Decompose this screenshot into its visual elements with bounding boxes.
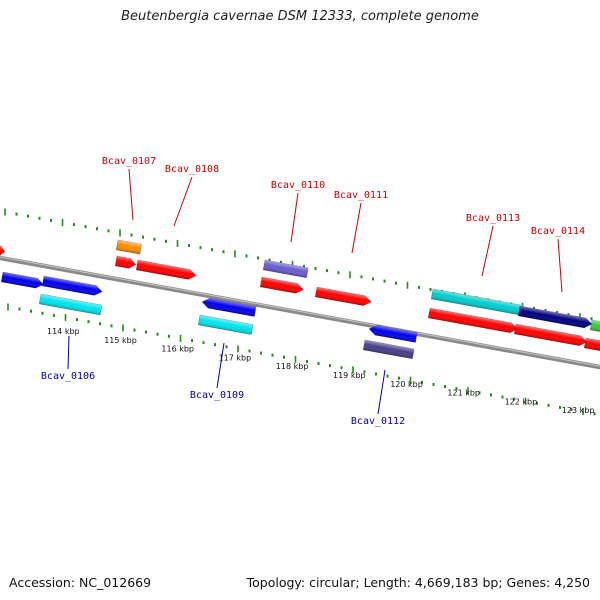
gene-feature <box>41 275 103 296</box>
scale-label: 117 kbp <box>219 353 252 362</box>
gene-feature <box>197 314 254 335</box>
callout-line <box>351 202 362 254</box>
gene-shade <box>202 298 257 317</box>
gene-label-top: Bcav_0108 <box>165 164 219 175</box>
gene-shade <box>518 306 592 328</box>
callout-line <box>481 225 494 277</box>
gene-feature <box>517 305 593 329</box>
gene-feature <box>427 307 519 334</box>
gene-shade <box>115 256 136 269</box>
topology-text: Topology: circular; Length: 4,669,183 bp… <box>246 575 590 590</box>
callout-line <box>67 335 70 370</box>
scale-label: 119 kbp <box>333 371 366 380</box>
gene-label-bottom: Bcav_0112 <box>351 416 405 427</box>
gene-feature <box>135 259 197 280</box>
gene-shade <box>431 289 524 316</box>
gene-feature <box>513 323 588 346</box>
gene-shade <box>428 308 518 333</box>
scale-label: 116 kbp <box>161 345 194 354</box>
backbone-highlight <box>0 256 600 367</box>
callout-line <box>557 238 563 293</box>
gene-shade <box>363 340 415 359</box>
gene-shade <box>42 276 103 296</box>
gene-shade <box>198 315 254 335</box>
inner-tick-row <box>7 303 596 416</box>
gene-shade <box>315 287 372 306</box>
scale-label: 121 kbp <box>447 389 480 398</box>
gene-label-bottom: Bcav_0106 <box>41 371 95 382</box>
callout-line <box>377 369 386 415</box>
gene-feature <box>589 319 600 334</box>
callout-line <box>216 342 225 389</box>
gene-shade <box>590 320 600 334</box>
gene-feature <box>583 337 600 353</box>
scale-label: 123 kbp <box>562 406 595 415</box>
outer-tick-row <box>4 208 593 321</box>
gene-feature <box>0 271 44 289</box>
gene-feature <box>259 276 304 294</box>
callout-line <box>128 168 134 221</box>
scale-label: 120 kbp <box>390 380 423 389</box>
gene-shade <box>0 244 5 256</box>
gene-label-bottom: Bcav_0109 <box>190 390 244 401</box>
gene-shade <box>369 325 418 343</box>
gene-feature <box>314 286 372 306</box>
gene-label-top: Bcav_0111 <box>334 190 388 201</box>
scale-label: 114 kbp <box>47 327 80 336</box>
gene-feature <box>0 243 6 257</box>
gene-feature <box>368 324 418 343</box>
accession-text: Accession: NC_012669 <box>9 575 152 590</box>
gene-feature <box>201 297 257 317</box>
gene-shade <box>260 277 304 294</box>
scale-label: 115 kbp <box>104 336 137 345</box>
scale-label: 118 kbp <box>276 362 309 371</box>
gene-shade <box>514 324 587 346</box>
gene-shade <box>116 240 142 255</box>
gene-callouts: Bcav_0107 Bcav_0108 Bcav_0110 Bcav_0111 Bcav… <box>41 156 585 427</box>
feature-track <box>0 239 600 360</box>
gene-feature <box>114 255 137 269</box>
gene-feature <box>262 259 309 279</box>
gene-shade <box>263 260 309 278</box>
gene-shade <box>136 260 197 280</box>
gene-label-top: Bcav_0114 <box>531 226 585 237</box>
gene-label-top: Bcav_0113 <box>466 213 520 224</box>
backbone-line <box>0 255 600 370</box>
map-title: Beutenbergia cavernae DSM 12333, complet… <box>121 9 479 24</box>
gene-feature <box>38 293 103 316</box>
gene-shade <box>39 294 102 315</box>
gene-shade <box>1 272 44 289</box>
genome-backbone <box>0 255 600 370</box>
callout-line <box>290 192 299 243</box>
scale-labels: 114 kbp 115 kbp 116 kbp 117 kbp 118 kbp 119 k… <box>47 327 594 415</box>
gene-feature <box>362 339 415 360</box>
scale-label: 122 kbp <box>505 397 538 406</box>
callout-line <box>173 176 193 227</box>
gene-shade <box>584 338 600 352</box>
gene-feature <box>115 239 142 255</box>
gene-label-top: Bcav_0110 <box>271 180 325 191</box>
gene-label-top: Bcav_0107 <box>102 156 156 167</box>
